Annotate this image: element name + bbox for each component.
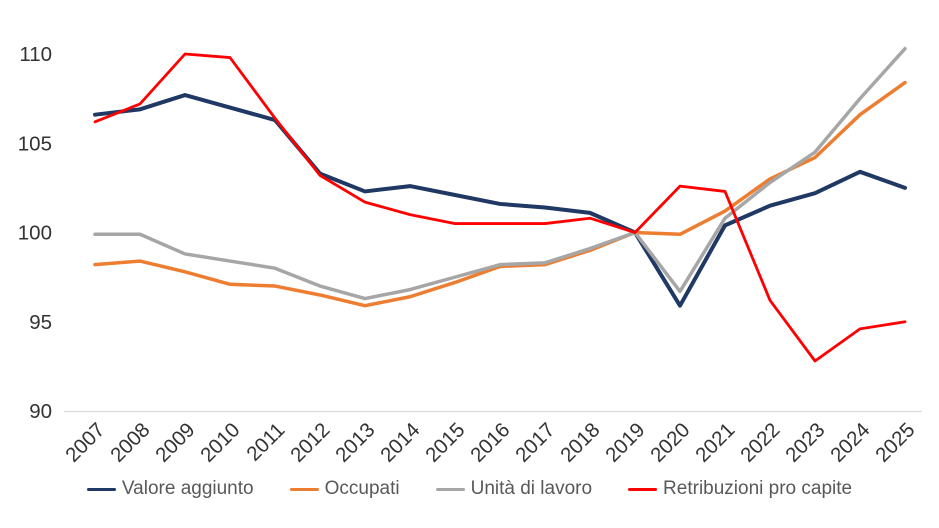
x-axis-tick-label: 2012 bbox=[286, 418, 335, 467]
y-axis-tick-label: 95 bbox=[29, 311, 52, 334]
legend-item-unita-di-lavoro: Unità di lavoro bbox=[435, 478, 593, 500]
y-axis-tick-label: 90 bbox=[29, 400, 52, 423]
x-axis-tick-label: 2022 bbox=[736, 418, 785, 467]
series-line-retribuzioni-pro-capite bbox=[93, 52, 907, 363]
x-axis-tick-label: 2021 bbox=[691, 418, 740, 467]
legend-item-valore-aggiunto: Valore aggiunto bbox=[86, 478, 254, 500]
legend-item-retribuzioni-pro-capite: Retribuzioni pro capite bbox=[628, 478, 852, 500]
x-axis-tick-label: 2013 bbox=[331, 418, 380, 467]
x-axis-tick-label: 2015 bbox=[421, 418, 470, 467]
legend-item-occupati: Occupati bbox=[289, 478, 400, 500]
y-axis-tick-label: 100 bbox=[18, 222, 52, 245]
series-line-occupati bbox=[93, 80, 907, 308]
x-axis-tick-label: 2019 bbox=[601, 418, 650, 467]
series-line-unit-di-lavoro bbox=[93, 46, 907, 301]
x-axis-tick-label: 2025 bbox=[871, 418, 920, 467]
x-axis-tick-label: 2023 bbox=[781, 418, 830, 467]
legend-marker-retribuzioni-pro-capite-icon bbox=[628, 487, 658, 491]
legend: Valore aggiunto Occupati Unità di lavoro… bbox=[0, 478, 939, 500]
series-line-valore-aggiunto bbox=[93, 93, 907, 308]
x-axis-tick-label: 2010 bbox=[196, 418, 245, 467]
x-axis-tick-label: 2007 bbox=[61, 418, 110, 467]
legend-marker-occupati-icon bbox=[289, 487, 319, 491]
x-axis-tick-label: 2016 bbox=[466, 418, 515, 467]
legend-label-valore-aggiunto: Valore aggiunto bbox=[121, 478, 254, 499]
y-axis-tick-label: 105 bbox=[18, 132, 52, 155]
x-axis-tick-label: 2017 bbox=[511, 418, 560, 467]
x-axis-tick-label: 2014 bbox=[376, 418, 425, 467]
x-axis-tick-label: 2009 bbox=[151, 418, 200, 467]
x-axis-tick-label: 2020 bbox=[646, 418, 695, 467]
x-axis-tick-label: 2008 bbox=[106, 418, 155, 467]
y-axis-tick-label: 110 bbox=[19, 43, 52, 66]
legend-label-retribuzioni-pro-capite: Retribuzioni pro capite bbox=[663, 478, 853, 499]
x-axis-tick-label: 2024 bbox=[826, 418, 875, 467]
x-axis-tick-label: 2011 bbox=[242, 418, 289, 465]
legend-marker-unita-di-lavoro-icon bbox=[435, 487, 465, 491]
legend-marker-valore-aggiunto-icon bbox=[86, 487, 116, 491]
legend-label-occupati: Occupati bbox=[324, 478, 400, 499]
x-axis-tick-label: 2018 bbox=[556, 418, 605, 467]
legend-label-unita-di-lavoro: Unità di lavoro bbox=[470, 478, 593, 499]
